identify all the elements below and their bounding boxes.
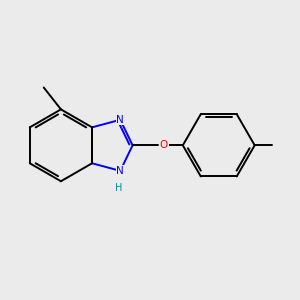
Text: N: N (116, 166, 124, 176)
Text: H: H (115, 183, 122, 193)
Text: O: O (160, 140, 168, 150)
Text: N: N (116, 115, 124, 125)
